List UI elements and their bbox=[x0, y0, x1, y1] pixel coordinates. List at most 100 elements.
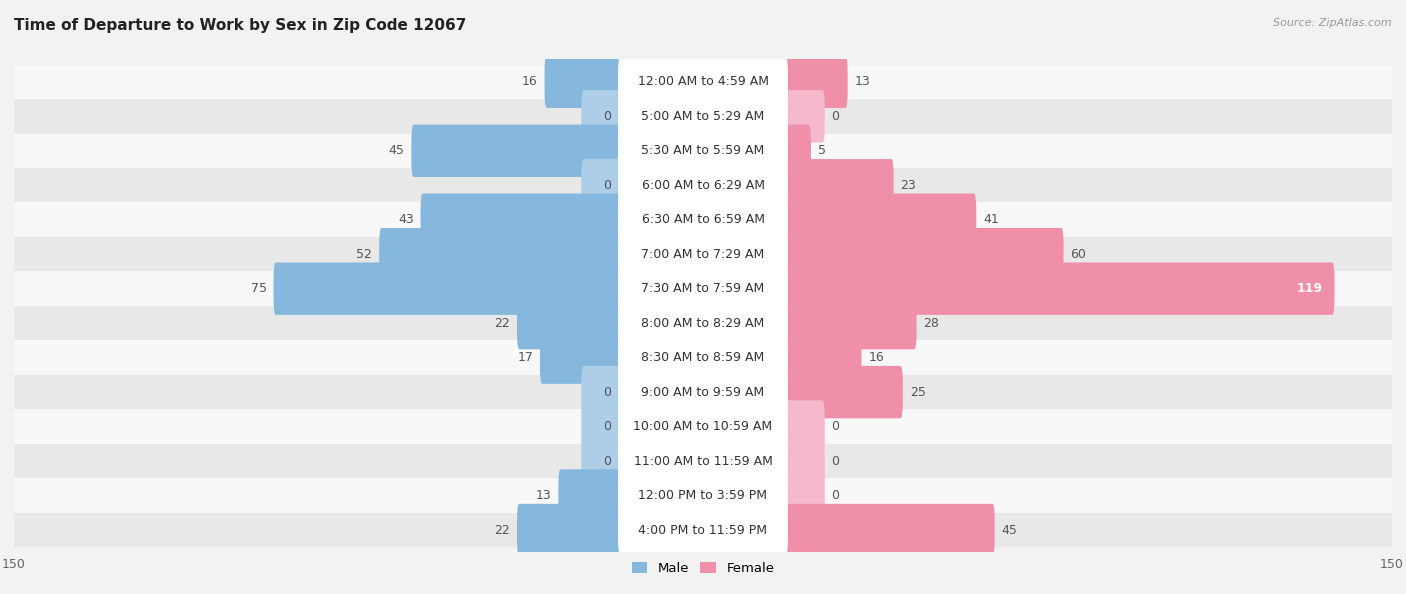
FancyBboxPatch shape bbox=[619, 91, 787, 141]
FancyBboxPatch shape bbox=[274, 263, 623, 315]
Text: 7:00 AM to 7:29 AM: 7:00 AM to 7:29 AM bbox=[641, 248, 765, 261]
Text: 28: 28 bbox=[924, 317, 939, 330]
Text: 6:00 AM to 6:29 AM: 6:00 AM to 6:29 AM bbox=[641, 179, 765, 192]
Text: 75: 75 bbox=[250, 282, 267, 295]
FancyBboxPatch shape bbox=[619, 160, 787, 210]
Text: 60: 60 bbox=[1070, 248, 1087, 261]
FancyBboxPatch shape bbox=[517, 504, 623, 556]
FancyBboxPatch shape bbox=[783, 90, 825, 143]
FancyBboxPatch shape bbox=[420, 194, 623, 246]
FancyBboxPatch shape bbox=[619, 402, 787, 451]
Text: 12:00 AM to 4:59 AM: 12:00 AM to 4:59 AM bbox=[637, 75, 769, 89]
Text: 0: 0 bbox=[603, 454, 612, 467]
Bar bbox=[14, 444, 1392, 478]
Text: 0: 0 bbox=[831, 489, 839, 502]
FancyBboxPatch shape bbox=[783, 194, 976, 246]
FancyBboxPatch shape bbox=[619, 436, 787, 486]
FancyBboxPatch shape bbox=[783, 263, 1334, 315]
Legend: Male, Female: Male, Female bbox=[626, 557, 780, 580]
Text: 12:00 PM to 3:59 PM: 12:00 PM to 3:59 PM bbox=[638, 489, 768, 502]
FancyBboxPatch shape bbox=[783, 366, 903, 418]
Bar bbox=[14, 306, 1392, 340]
Text: 16: 16 bbox=[869, 351, 884, 364]
Bar bbox=[14, 65, 1392, 99]
Text: 0: 0 bbox=[603, 179, 612, 192]
FancyBboxPatch shape bbox=[619, 57, 787, 107]
Text: Time of Departure to Work by Sex in Zip Code 12067: Time of Departure to Work by Sex in Zip … bbox=[14, 18, 467, 33]
FancyBboxPatch shape bbox=[558, 469, 623, 522]
FancyBboxPatch shape bbox=[619, 126, 787, 176]
Text: 45: 45 bbox=[388, 144, 405, 157]
Text: 16: 16 bbox=[522, 75, 537, 89]
Text: 0: 0 bbox=[831, 420, 839, 433]
Bar bbox=[14, 478, 1392, 513]
FancyBboxPatch shape bbox=[380, 228, 623, 280]
FancyBboxPatch shape bbox=[783, 504, 994, 556]
FancyBboxPatch shape bbox=[581, 90, 623, 143]
Text: 8:00 AM to 8:29 AM: 8:00 AM to 8:29 AM bbox=[641, 317, 765, 330]
FancyBboxPatch shape bbox=[540, 331, 623, 384]
Bar bbox=[14, 168, 1392, 203]
Text: 23: 23 bbox=[900, 179, 917, 192]
Text: 5:30 AM to 5:59 AM: 5:30 AM to 5:59 AM bbox=[641, 144, 765, 157]
FancyBboxPatch shape bbox=[619, 229, 787, 279]
Bar bbox=[14, 271, 1392, 306]
Text: 4:00 PM to 11:59 PM: 4:00 PM to 11:59 PM bbox=[638, 523, 768, 536]
Text: 25: 25 bbox=[910, 386, 925, 399]
Text: 119: 119 bbox=[1296, 282, 1323, 295]
Text: 22: 22 bbox=[495, 523, 510, 536]
Text: 0: 0 bbox=[603, 386, 612, 399]
Text: 5:00 AM to 5:29 AM: 5:00 AM to 5:29 AM bbox=[641, 110, 765, 123]
FancyBboxPatch shape bbox=[619, 195, 787, 245]
FancyBboxPatch shape bbox=[783, 297, 917, 349]
FancyBboxPatch shape bbox=[544, 56, 623, 108]
Text: 17: 17 bbox=[517, 351, 533, 364]
Text: 13: 13 bbox=[855, 75, 870, 89]
FancyBboxPatch shape bbox=[783, 228, 1063, 280]
Text: 43: 43 bbox=[398, 213, 413, 226]
FancyBboxPatch shape bbox=[581, 159, 623, 211]
Bar bbox=[14, 375, 1392, 409]
Text: 5: 5 bbox=[818, 144, 825, 157]
FancyBboxPatch shape bbox=[783, 159, 894, 211]
FancyBboxPatch shape bbox=[581, 435, 623, 487]
Text: 0: 0 bbox=[603, 420, 612, 433]
Bar bbox=[14, 99, 1392, 134]
FancyBboxPatch shape bbox=[783, 125, 811, 177]
Text: 0: 0 bbox=[831, 110, 839, 123]
Bar bbox=[14, 203, 1392, 237]
FancyBboxPatch shape bbox=[783, 469, 825, 522]
FancyBboxPatch shape bbox=[619, 367, 787, 417]
Text: 0: 0 bbox=[831, 454, 839, 467]
Bar bbox=[14, 237, 1392, 271]
FancyBboxPatch shape bbox=[783, 435, 825, 487]
Text: 7:30 AM to 7:59 AM: 7:30 AM to 7:59 AM bbox=[641, 282, 765, 295]
Bar bbox=[14, 340, 1392, 375]
Text: 0: 0 bbox=[603, 110, 612, 123]
Text: 8:30 AM to 8:59 AM: 8:30 AM to 8:59 AM bbox=[641, 351, 765, 364]
Text: 22: 22 bbox=[495, 317, 510, 330]
FancyBboxPatch shape bbox=[619, 505, 787, 555]
FancyBboxPatch shape bbox=[619, 470, 787, 520]
FancyBboxPatch shape bbox=[619, 298, 787, 348]
Text: 11:00 AM to 11:59 AM: 11:00 AM to 11:59 AM bbox=[634, 454, 772, 467]
Bar bbox=[14, 134, 1392, 168]
Bar bbox=[14, 409, 1392, 444]
Text: Source: ZipAtlas.com: Source: ZipAtlas.com bbox=[1274, 18, 1392, 28]
FancyBboxPatch shape bbox=[619, 264, 787, 314]
FancyBboxPatch shape bbox=[581, 400, 623, 453]
FancyBboxPatch shape bbox=[619, 333, 787, 383]
Bar bbox=[14, 513, 1392, 547]
Text: 9:00 AM to 9:59 AM: 9:00 AM to 9:59 AM bbox=[641, 386, 765, 399]
FancyBboxPatch shape bbox=[517, 297, 623, 349]
Text: 6:30 AM to 6:59 AM: 6:30 AM to 6:59 AM bbox=[641, 213, 765, 226]
FancyBboxPatch shape bbox=[783, 56, 848, 108]
Text: 13: 13 bbox=[536, 489, 551, 502]
Text: 45: 45 bbox=[1001, 523, 1018, 536]
Text: 10:00 AM to 10:59 AM: 10:00 AM to 10:59 AM bbox=[634, 420, 772, 433]
FancyBboxPatch shape bbox=[412, 125, 623, 177]
Text: 52: 52 bbox=[357, 248, 373, 261]
FancyBboxPatch shape bbox=[581, 366, 623, 418]
FancyBboxPatch shape bbox=[783, 331, 862, 384]
FancyBboxPatch shape bbox=[783, 400, 825, 453]
